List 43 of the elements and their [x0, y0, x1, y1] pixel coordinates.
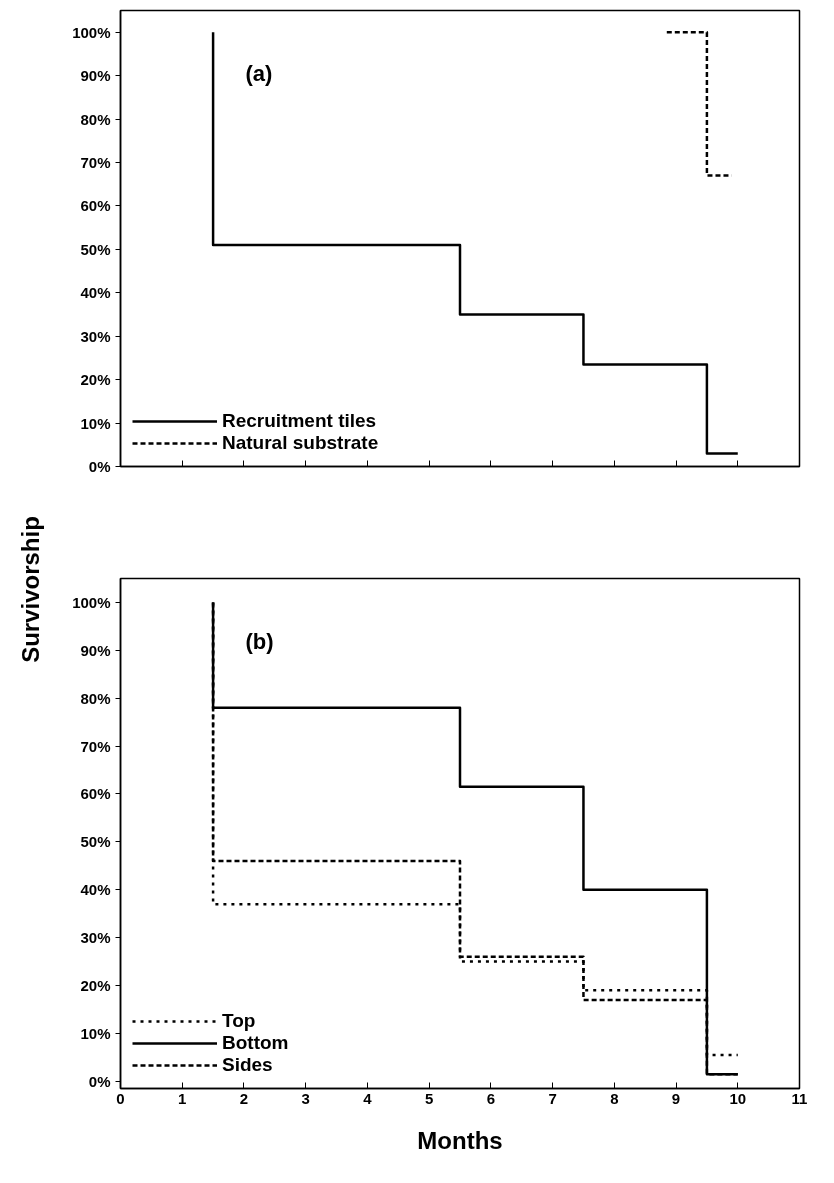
x-tick-label: 6	[486, 1089, 496, 1107]
legend-label: Bottom	[222, 1032, 289, 1054]
annotation: (a)	[245, 60, 273, 86]
y-tick-label: 0%	[88, 458, 111, 475]
x-tick-label: 10	[729, 1089, 747, 1107]
y-tick-label: 10%	[80, 1024, 111, 1042]
y-tick-label: 60%	[80, 785, 111, 803]
legend-label: Recruitment tiles	[222, 410, 377, 432]
y-tick-label: 20%	[80, 371, 111, 389]
y-tick-label: 80%	[80, 110, 111, 128]
x-tick-label: 0	[116, 1089, 125, 1107]
x-axis-title: Months	[417, 1126, 503, 1154]
y-tick-label: 20%	[80, 977, 111, 995]
annotation: (b)	[245, 628, 274, 654]
y-tick-label: 30%	[80, 327, 111, 345]
y-tick-label: 50%	[80, 833, 111, 851]
x-tick-label: 11	[791, 1089, 808, 1107]
y-tick-label: 50%	[80, 240, 111, 258]
y-tick-label: 10%	[80, 414, 111, 432]
legend-label: Top	[222, 1010, 256, 1032]
y-tick-label: 70%	[80, 154, 111, 171]
y-tick-label: 100%	[72, 23, 111, 41]
x-tick-label: 5	[424, 1089, 434, 1107]
y-tick-label: 40%	[80, 881, 111, 899]
y-tick-label: 80%	[80, 689, 111, 707]
x-tick-label: 3	[301, 1089, 310, 1107]
y-tick-label: 90%	[80, 67, 111, 85]
y-tick-label: 100%	[72, 593, 111, 611]
y-axis-title: Survivorship	[17, 516, 44, 663]
x-tick-label: 7	[548, 1089, 557, 1107]
legend-label: Natural substrate	[222, 432, 379, 454]
y-tick-label: 60%	[80, 197, 111, 215]
y-tick-label: 0%	[88, 1072, 111, 1090]
x-tick-label: 1	[178, 1089, 187, 1107]
x-tick-label: 9	[671, 1089, 681, 1107]
x-tick-label: 8	[610, 1089, 619, 1107]
y-tick-label: 70%	[80, 737, 111, 755]
y-tick-label: 40%	[80, 284, 111, 302]
x-tick-label: 2	[239, 1089, 249, 1107]
legend-label: Sides	[222, 1054, 273, 1076]
y-tick-label: 30%	[80, 929, 111, 947]
y-tick-label: 90%	[80, 641, 111, 659]
x-tick-label: 4	[363, 1089, 373, 1107]
